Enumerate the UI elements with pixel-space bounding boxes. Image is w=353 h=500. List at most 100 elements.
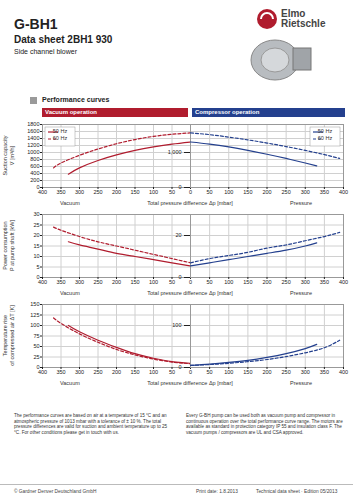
svg-text:250: 250 xyxy=(282,279,291,285)
svg-text:200: 200 xyxy=(262,279,271,285)
svg-text:100: 100 xyxy=(224,279,233,285)
svg-text:1800: 1800 xyxy=(27,121,39,127)
html-text:Every G-BH pump can be used bo: Every G-BH pump can be used both as vacu… xyxy=(186,413,343,435)
svg-text:100: 100 xyxy=(224,369,233,375)
svg-text:350: 350 xyxy=(56,189,65,195)
svg-text:200: 200 xyxy=(30,177,39,183)
svg-text:100: 100 xyxy=(30,322,39,328)
svg-text:50: 50 xyxy=(169,369,175,375)
svg-text:300: 300 xyxy=(301,189,310,195)
svg-text:350: 350 xyxy=(56,279,65,285)
svg-text:30: 30 xyxy=(33,211,39,217)
svg-text:400: 400 xyxy=(339,279,348,285)
html-text:Data sheet 2BH1 930: Data sheet 2BH1 930 xyxy=(14,34,113,45)
svg-text:200: 200 xyxy=(262,369,271,375)
svg-text:60 Hz: 60 Hz xyxy=(53,135,68,141)
svg-text:50: 50 xyxy=(33,343,39,349)
svg-text:200: 200 xyxy=(112,369,121,375)
svg-text:1600: 1600 xyxy=(27,128,39,134)
svg-text:100: 100 xyxy=(149,189,158,195)
svg-text:200: 200 xyxy=(112,279,121,285)
svg-text:50: 50 xyxy=(207,369,213,375)
svg-text:0: 0 xyxy=(189,369,192,375)
html-text:G-BH1: G-BH1 xyxy=(14,16,58,32)
svg-text:125: 125 xyxy=(30,312,39,318)
svg-text:0: 0 xyxy=(36,364,39,370)
svg-text:400: 400 xyxy=(38,369,47,375)
svg-text:200: 200 xyxy=(112,189,121,195)
svg-text:25: 25 xyxy=(33,354,39,360)
svg-text:150: 150 xyxy=(130,279,139,285)
html-text:Performance curves: Performance curves xyxy=(42,96,110,103)
svg-text:250: 250 xyxy=(93,279,102,285)
svg-text:250: 250 xyxy=(93,189,102,195)
svg-text:5: 5 xyxy=(36,264,39,270)
svg-text:0: 0 xyxy=(189,279,192,285)
svg-text:350: 350 xyxy=(320,189,329,195)
svg-text:50: 50 xyxy=(169,189,175,195)
svg-text:800: 800 xyxy=(30,156,39,162)
svg-text:Suction capacity: Suction capacity xyxy=(2,135,8,175)
svg-text:Power consumption: Power consumption xyxy=(2,221,8,269)
svg-text:300: 300 xyxy=(301,369,310,375)
svg-text:250: 250 xyxy=(282,189,291,195)
svg-text:150: 150 xyxy=(243,369,252,375)
svg-text:15: 15 xyxy=(33,243,39,249)
svg-text:150: 150 xyxy=(130,189,139,195)
svg-text:150: 150 xyxy=(243,279,252,285)
svg-text:50 Hz: 50 Hz xyxy=(53,128,68,134)
svg-text:400: 400 xyxy=(38,279,47,285)
svg-text:350: 350 xyxy=(320,369,329,375)
svg-text:50 Hz: 50 Hz xyxy=(318,128,333,134)
svg-text:100: 100 xyxy=(172,322,181,328)
svg-text:300: 300 xyxy=(75,279,84,285)
svg-text:1,000: 1,000 xyxy=(168,149,182,155)
svg-text:600: 600 xyxy=(30,163,39,169)
svg-text:300: 300 xyxy=(301,279,310,285)
svg-text:10: 10 xyxy=(33,253,39,259)
svg-text:50: 50 xyxy=(207,189,213,195)
svg-text:400: 400 xyxy=(339,189,348,195)
html-text:The performance curves are bas: The performance curves are based on air … xyxy=(14,413,168,435)
html-text:Side channel blower: Side channel blower xyxy=(14,48,77,55)
svg-text:200: 200 xyxy=(262,189,271,195)
svg-text:75: 75 xyxy=(33,333,39,339)
svg-text:250: 250 xyxy=(282,369,291,375)
svg-text:100: 100 xyxy=(149,369,158,375)
svg-text:1200: 1200 xyxy=(27,142,39,148)
svg-text:of compressed air ΔT [K]: of compressed air ΔT [K] xyxy=(9,305,15,366)
svg-text:50: 50 xyxy=(207,279,213,285)
svg-text:300: 300 xyxy=(75,369,84,375)
svg-text:400: 400 xyxy=(38,189,47,195)
svg-text:1000: 1000 xyxy=(27,149,39,155)
svg-text:0: 0 xyxy=(36,274,39,280)
svg-text:0: 0 xyxy=(178,184,181,190)
svg-text:0: 0 xyxy=(178,364,181,370)
svg-text:0: 0 xyxy=(178,274,181,280)
svg-text:60 Hz: 60 Hz xyxy=(318,135,333,141)
svg-text:150: 150 xyxy=(30,301,39,307)
svg-text:0: 0 xyxy=(189,189,192,195)
svg-text:150: 150 xyxy=(130,369,139,375)
svg-text:50: 50 xyxy=(169,279,175,285)
svg-text:0: 0 xyxy=(36,184,39,190)
svg-text:350: 350 xyxy=(320,279,329,285)
svg-text:250: 250 xyxy=(93,369,102,375)
html-text:Elmo: Elmo xyxy=(281,8,306,19)
svg-text:Temperature rise: Temperature rise xyxy=(2,315,8,356)
svg-text:300: 300 xyxy=(75,189,84,195)
svg-text:P at pump shaft [kW]: P at pump shaft [kW] xyxy=(9,220,15,271)
svg-text:100: 100 xyxy=(149,279,158,285)
svg-text:25: 25 xyxy=(33,222,39,228)
svg-text:400: 400 xyxy=(30,170,39,176)
html-text:Rietschle: Rietschle xyxy=(281,18,326,29)
svg-text:20: 20 xyxy=(175,232,181,238)
svg-text:350: 350 xyxy=(56,369,65,375)
svg-text:V̇ [m³/h]: V̇ [m³/h] xyxy=(9,145,15,165)
svg-text:20: 20 xyxy=(33,232,39,238)
html-text:Vacuum operation: Vacuum operation xyxy=(45,109,97,115)
svg-text:100: 100 xyxy=(224,189,233,195)
svg-text:150: 150 xyxy=(243,189,252,195)
svg-text:1400: 1400 xyxy=(27,135,39,141)
svg-text:400: 400 xyxy=(339,369,348,375)
